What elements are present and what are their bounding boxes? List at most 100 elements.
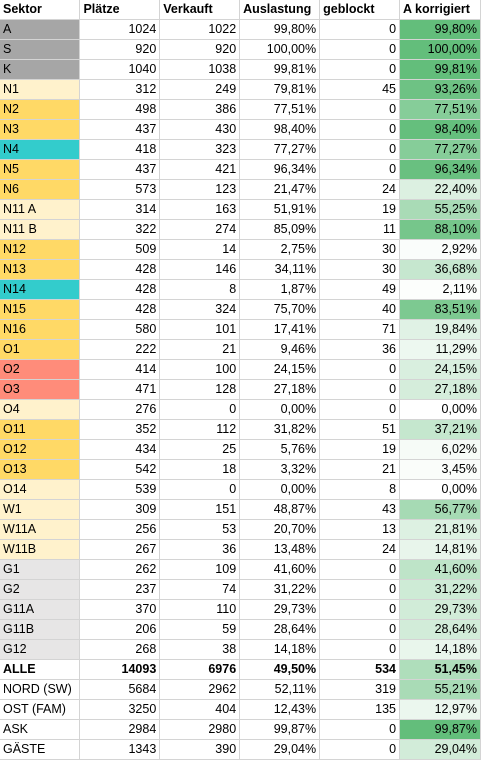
places-cell[interactable]: 1024 <box>79 19 161 40</box>
corrected-utilization-cell[interactable]: 0,00% <box>399 399 481 420</box>
corrected-utilization-cell[interactable]: 77,51% <box>399 99 481 120</box>
blocked-cell[interactable]: 30 <box>319 239 401 260</box>
header-plaetze[interactable]: Plätze <box>79 0 161 20</box>
blocked-cell[interactable]: 0 <box>319 399 401 420</box>
sold-cell[interactable]: 128 <box>159 379 241 400</box>
header-sektor[interactable]: Sektor <box>0 0 81 20</box>
places-cell[interactable]: 414 <box>79 359 161 380</box>
sector-cell[interactable]: A <box>0 19 81 40</box>
utilization-cell[interactable]: 2,75% <box>239 239 321 260</box>
places-cell[interactable]: 2984 <box>79 719 161 740</box>
blocked-cell[interactable]: 21 <box>319 459 401 480</box>
blocked-cell[interactable]: 40 <box>319 299 401 320</box>
utilization-cell[interactable]: 12,43% <box>239 699 321 720</box>
blocked-cell[interactable]: 45 <box>319 79 401 100</box>
blocked-cell[interactable]: 0 <box>319 159 401 180</box>
sold-cell[interactable]: 920 <box>159 39 241 60</box>
sold-cell[interactable]: 274 <box>159 219 241 240</box>
corrected-utilization-cell[interactable]: 0,00% <box>399 479 481 500</box>
utilization-cell[interactable]: 96,34% <box>239 159 321 180</box>
corrected-utilization-cell[interactable]: 56,77% <box>399 499 481 520</box>
sold-cell[interactable]: 101 <box>159 319 241 340</box>
sector-cell[interactable]: G1 <box>0 559 81 580</box>
utilization-cell[interactable]: 48,87% <box>239 499 321 520</box>
places-cell[interactable]: 428 <box>79 279 161 300</box>
places-cell[interactable]: 428 <box>79 299 161 320</box>
blocked-cell[interactable]: 49 <box>319 279 401 300</box>
utilization-cell[interactable]: 49,50% <box>239 659 321 680</box>
sector-cell[interactable]: N2 <box>0 99 81 120</box>
places-cell[interactable]: 1040 <box>79 59 161 80</box>
utilization-cell[interactable]: 31,22% <box>239 579 321 600</box>
blocked-cell[interactable]: 8 <box>319 479 401 500</box>
corrected-utilization-cell[interactable]: 29,04% <box>399 739 481 760</box>
corrected-utilization-cell[interactable]: 14,18% <box>399 639 481 660</box>
sold-cell[interactable]: 163 <box>159 199 241 220</box>
sold-cell[interactable]: 25 <box>159 439 241 460</box>
utilization-cell[interactable]: 24,15% <box>239 359 321 380</box>
corrected-utilization-cell[interactable]: 99,87% <box>399 719 481 740</box>
places-cell[interactable]: 539 <box>79 479 161 500</box>
sold-cell[interactable]: 421 <box>159 159 241 180</box>
utilization-cell[interactable]: 99,87% <box>239 719 321 740</box>
corrected-utilization-cell[interactable]: 96,34% <box>399 159 481 180</box>
sold-cell[interactable]: 0 <box>159 479 241 500</box>
utilization-cell[interactable]: 77,27% <box>239 139 321 160</box>
corrected-utilization-cell[interactable]: 14,81% <box>399 539 481 560</box>
sold-cell[interactable]: 36 <box>159 539 241 560</box>
blocked-cell[interactable]: 0 <box>319 59 401 80</box>
places-cell[interactable]: 428 <box>79 259 161 280</box>
blocked-cell[interactable]: 0 <box>319 739 401 760</box>
sold-cell[interactable]: 2980 <box>159 719 241 740</box>
sold-cell[interactable]: 6976 <box>159 659 241 680</box>
corrected-utilization-cell[interactable]: 37,21% <box>399 419 481 440</box>
sector-cell[interactable]: N11 A <box>0 199 81 220</box>
blocked-cell[interactable]: 0 <box>319 39 401 60</box>
blocked-cell[interactable]: 319 <box>319 679 401 700</box>
corrected-utilization-cell[interactable]: 98,40% <box>399 119 481 140</box>
utilization-cell[interactable]: 52,11% <box>239 679 321 700</box>
corrected-utilization-cell[interactable]: 93,26% <box>399 79 481 100</box>
sector-cell[interactable]: O2 <box>0 359 81 380</box>
sector-cell[interactable]: NORD (SW) <box>0 679 81 700</box>
places-cell[interactable]: 222 <box>79 339 161 360</box>
sold-cell[interactable]: 53 <box>159 519 241 540</box>
corrected-utilization-cell[interactable]: 6,02% <box>399 439 481 460</box>
places-cell[interactable]: 14093 <box>79 659 161 680</box>
blocked-cell[interactable]: 11 <box>319 219 401 240</box>
corrected-utilization-cell[interactable]: 41,60% <box>399 559 481 580</box>
places-cell[interactable]: 256 <box>79 519 161 540</box>
sold-cell[interactable]: 109 <box>159 559 241 580</box>
blocked-cell[interactable]: 30 <box>319 259 401 280</box>
sector-cell[interactable]: N1 <box>0 79 81 100</box>
sector-cell[interactable]: W11B <box>0 539 81 560</box>
sector-cell[interactable]: O1 <box>0 339 81 360</box>
corrected-utilization-cell[interactable]: 77,27% <box>399 139 481 160</box>
sold-cell[interactable]: 323 <box>159 139 241 160</box>
sector-cell[interactable]: N14 <box>0 279 81 300</box>
utilization-cell[interactable]: 75,70% <box>239 299 321 320</box>
utilization-cell[interactable]: 13,48% <box>239 539 321 560</box>
header-a-korrigiert[interactable]: A korrigiert <box>399 0 481 20</box>
places-cell[interactable]: 314 <box>79 199 161 220</box>
sector-cell[interactable]: N4 <box>0 139 81 160</box>
utilization-cell[interactable]: 0,00% <box>239 479 321 500</box>
sector-cell[interactable]: O3 <box>0 379 81 400</box>
places-cell[interactable]: 498 <box>79 99 161 120</box>
blocked-cell[interactable]: 0 <box>319 559 401 580</box>
corrected-utilization-cell[interactable]: 83,51% <box>399 299 481 320</box>
blocked-cell[interactable]: 24 <box>319 179 401 200</box>
sector-cell[interactable]: O11 <box>0 419 81 440</box>
blocked-cell[interactable]: 36 <box>319 339 401 360</box>
utilization-cell[interactable]: 28,64% <box>239 619 321 640</box>
utilization-cell[interactable]: 20,70% <box>239 519 321 540</box>
sector-cell[interactable]: O13 <box>0 459 81 480</box>
sold-cell[interactable]: 151 <box>159 499 241 520</box>
places-cell[interactable]: 437 <box>79 159 161 180</box>
sector-cell[interactable]: ALLE <box>0 659 81 680</box>
utilization-cell[interactable]: 0,00% <box>239 399 321 420</box>
sold-cell[interactable]: 390 <box>159 739 241 760</box>
places-cell[interactable]: 434 <box>79 439 161 460</box>
corrected-utilization-cell[interactable]: 19,84% <box>399 319 481 340</box>
corrected-utilization-cell[interactable]: 99,81% <box>399 59 481 80</box>
